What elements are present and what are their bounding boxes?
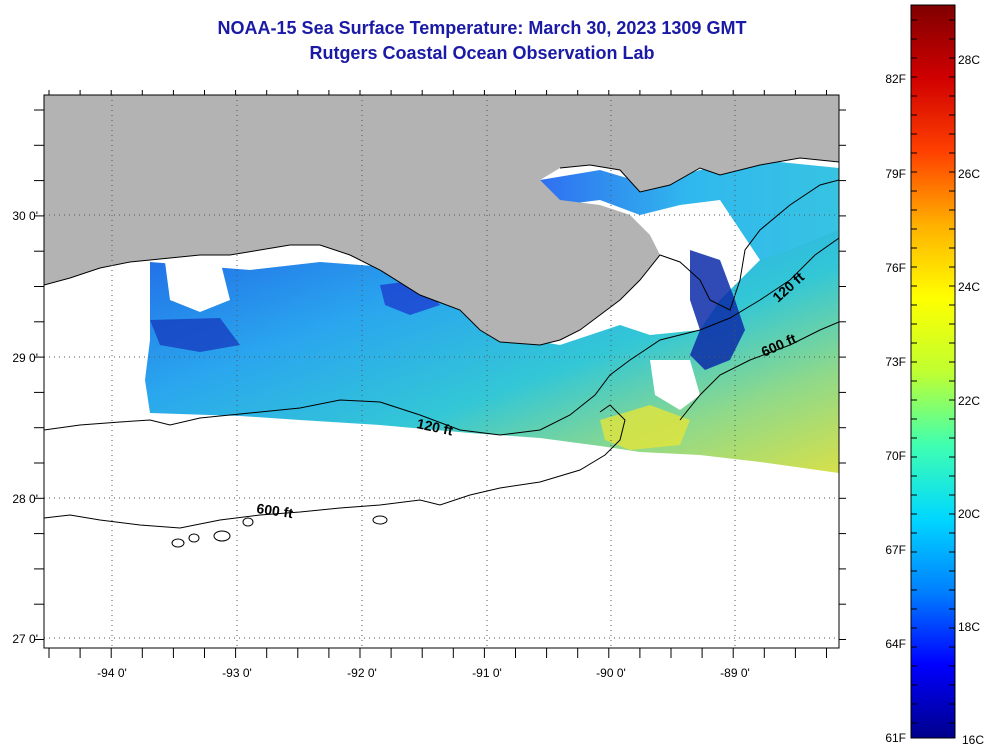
x-tick-label: -89 0': [720, 666, 750, 680]
colorbar-label-f: 76F: [885, 261, 906, 275]
y-tick-label: 30 0': [12, 209, 38, 223]
y-tick-label: 29 0': [12, 351, 38, 365]
contour-blob: [188, 533, 200, 543]
figure-title: NOAA-15 Sea Surface Temperature: March 3…: [218, 18, 747, 38]
cold-patch-west: [150, 318, 240, 352]
cold-plume-delta: [690, 250, 745, 370]
frame-ticks: [34, 90, 846, 658]
contour-blob: [171, 538, 185, 548]
contour-label: 120 ft: [415, 415, 454, 438]
contour-blob: [213, 530, 231, 542]
contour-600ft-south: [44, 404, 626, 529]
coastline: [44, 179, 839, 346]
graticule: [44, 95, 839, 648]
colorbar: 82F 79F 76F 73F 70F 67F 64F 61F 28C 26C …: [885, 4, 984, 747]
contour-blob: [242, 517, 254, 527]
colorbar-label-f: 82F: [885, 72, 906, 86]
colorbar-label-f: 64F: [885, 637, 906, 651]
cloud-patch: [650, 360, 700, 410]
colorbar-label-f: 73F: [885, 355, 906, 369]
warm-patch-south: [600, 405, 690, 450]
contour-120ft-west: [44, 329, 701, 436]
x-tick-label: -91 0': [472, 666, 502, 680]
colorbar-gradient: [910, 4, 956, 739]
contour-120ft-east: [699, 237, 839, 331]
contour-label: 600 ft: [256, 500, 295, 521]
sst-swath: [145, 215, 839, 473]
colorbar-label-f: 79F: [885, 167, 906, 181]
map-panel: 120 ft 600 ft 120 ft 600 ft: [44, 95, 839, 648]
sst-swath-east: [540, 160, 839, 260]
contour-600ft-east: [679, 321, 839, 421]
colorbar-label-f: 70F: [885, 449, 906, 463]
colorbar-label-f: 67F: [885, 543, 906, 557]
contour-blob: [372, 515, 388, 525]
colorbar-label-c: 26C: [958, 167, 980, 181]
map-frame: [43, 94, 840, 649]
figure-subtitle: Rutgers Coastal Ocean Observation Lab: [309, 43, 654, 63]
x-tick-label: -93 0': [222, 666, 252, 680]
colorbar-ticks: [911, 19, 955, 724]
x-tick-label: -94 0': [97, 666, 127, 680]
land-mass: [44, 95, 839, 345]
colorbar-label-c: 16C: [962, 733, 984, 747]
x-axis-labels: -94 0' -93 0' -92 0' -91 0' -90 0' -89 0…: [97, 666, 750, 680]
coastline-east: [559, 157, 839, 193]
y-tick-label: 28 0': [12, 492, 38, 506]
x-tick-label: -90 0': [596, 666, 626, 680]
x-tick-label: -92 0': [347, 666, 377, 680]
colorbar-label-c: 22C: [958, 394, 980, 408]
colorbar-label-f: 61F: [885, 731, 906, 745]
cloud-patch: [165, 260, 230, 312]
colorbar-label-c: 28C: [958, 53, 980, 67]
colorbar-label-c: 24C: [958, 280, 980, 294]
y-axis-labels: 30 0' 29 0' 28 0' 27 0': [12, 209, 38, 646]
colorbar-label-c: 18C: [958, 620, 980, 634]
colorbar-label-c: 20C: [958, 507, 980, 521]
y-tick-label: 27 0': [12, 632, 38, 646]
